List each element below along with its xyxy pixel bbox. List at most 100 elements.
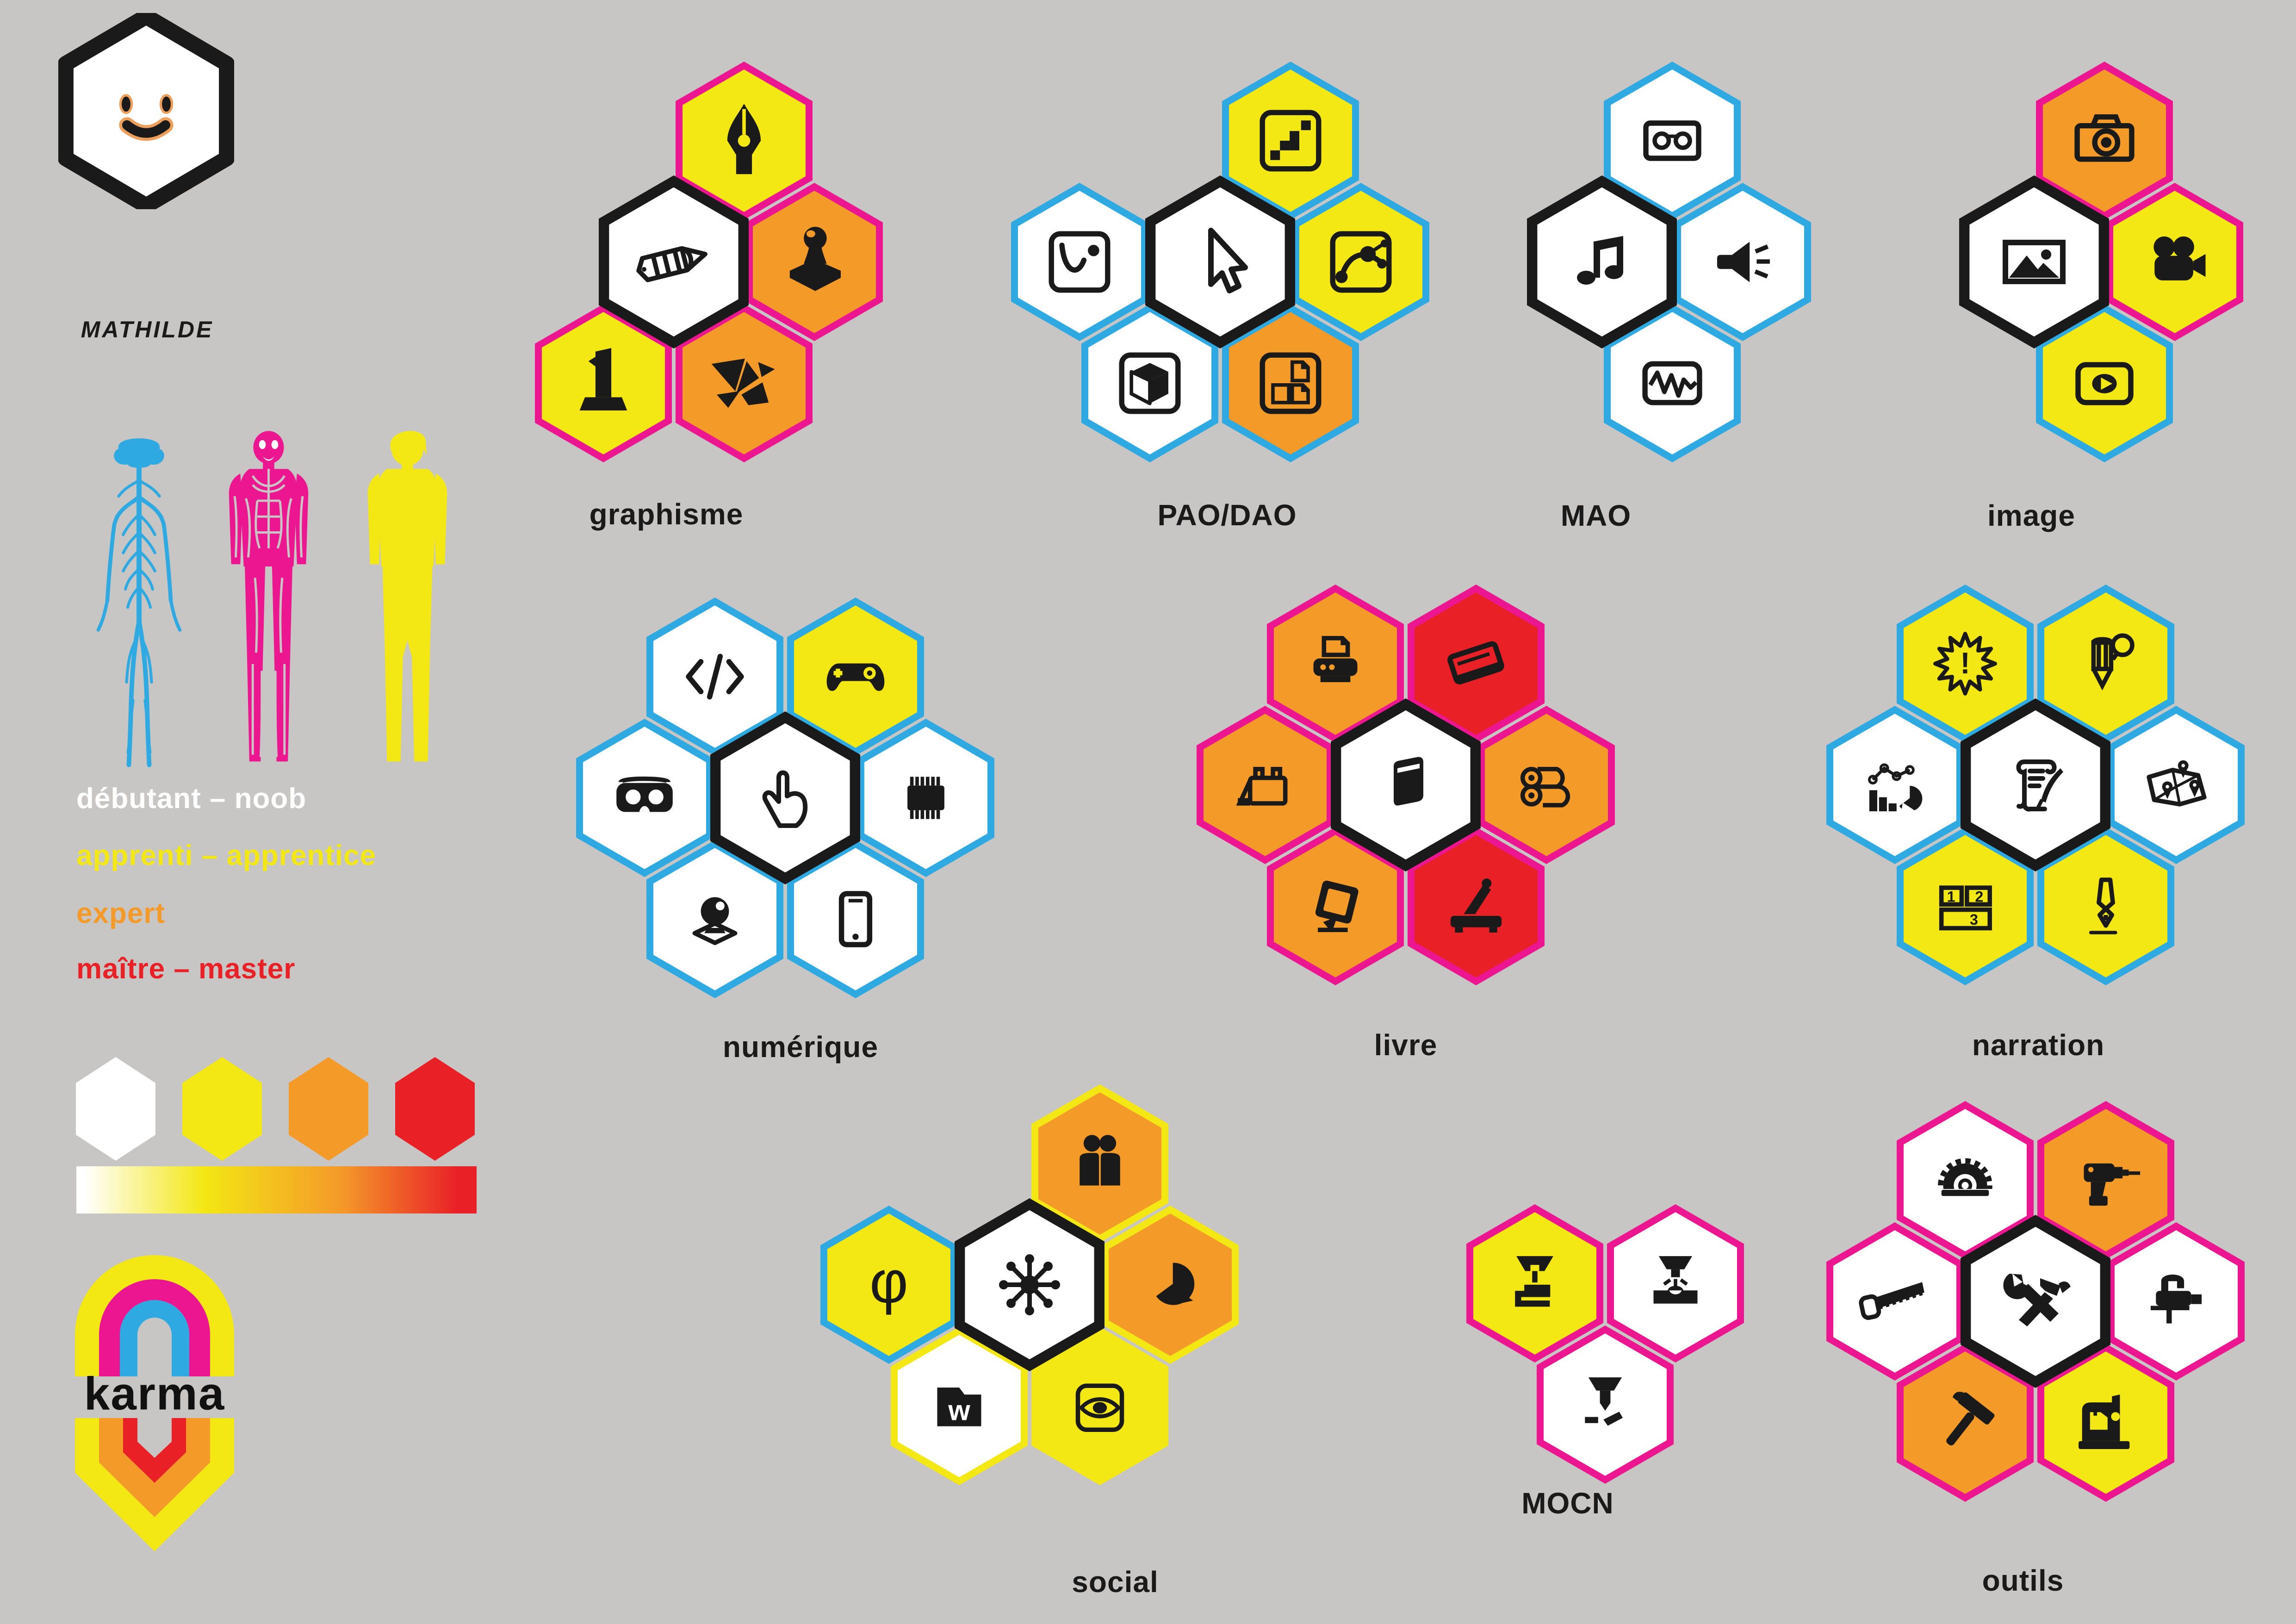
- letterpress-icon: [579, 348, 627, 411]
- level-gradient-bar: [76, 1166, 477, 1213]
- hex-fill: [1038, 1092, 1162, 1235]
- cluster-label-image: image: [1987, 499, 2075, 532]
- handsaw-icon: [1859, 1282, 1924, 1320]
- people-icon: [1080, 1135, 1120, 1186]
- muscular-system-figure: [229, 431, 309, 762]
- hammer-icon: [1946, 1392, 1995, 1446]
- hex-outils-jigsaw: [2108, 1222, 2245, 1381]
- cover-icon: [1447, 641, 1504, 684]
- hex-narration-map-pins: [2108, 706, 2245, 864]
- svg-text:1: 1: [1947, 889, 1955, 905]
- jigsaw-icon: [2150, 1275, 2202, 1324]
- hex-fill: [1229, 312, 1353, 454]
- avatar: [58, 13, 234, 209]
- hex-image-movie-camera: [2106, 183, 2243, 341]
- cluster-label-outils: outils: [1982, 1564, 2064, 1597]
- map-pins-icon: [2147, 760, 2207, 807]
- hex-numerique-code: [646, 597, 783, 756]
- movie-camera-icon: [2153, 236, 2206, 280]
- book-stand-icon: [1315, 880, 1359, 933]
- cluster-label-mocn: MOCN: [1521, 1487, 1614, 1520]
- hex-fill: [1473, 1212, 1597, 1355]
- cluster-label-pao-dao: PAO/DAO: [1157, 498, 1297, 532]
- logo-chevron-yellow: [75, 1418, 234, 1551]
- cluster-label-livre: livre: [1374, 1028, 1438, 1062]
- hex-narration-charts: [1826, 706, 1963, 864]
- logo-arc-yellow: [75, 1255, 234, 1376]
- logo-chevron-red: [123, 1418, 186, 1483]
- microchip-icon: [907, 777, 944, 819]
- pencil-icon: [636, 246, 707, 282]
- hex-fill: [827, 1213, 951, 1356]
- origami-icon: [711, 358, 775, 408]
- charts-icon: [1868, 763, 1923, 814]
- smiley-face: [119, 94, 174, 141]
- bounce-curve-icon: [1049, 231, 1111, 293]
- karma-logo: [75, 1255, 234, 1551]
- documents-icon: [1260, 352, 1322, 414]
- cursor-icon: [1208, 228, 1248, 293]
- legend-hex-3: [289, 1057, 368, 1161]
- cluster-label-narration: narration: [1972, 1028, 2105, 1062]
- legend-level-noob: débutant – noob: [76, 783, 307, 815]
- laser-cutter-icon: [1653, 1256, 1698, 1304]
- legend-hex-4: [395, 1057, 475, 1161]
- cluster-label-mao: MAO: [1560, 499, 1632, 532]
- circular-saw-icon: [1931, 1158, 1999, 1214]
- hex-image-picture: [1959, 175, 2109, 348]
- cnc-mill-icon: [1585, 1377, 1623, 1426]
- svg-text:3: 3: [1970, 911, 1978, 928]
- legend-hex-1: [76, 1057, 155, 1161]
- hex-numerique-vr-headset: [576, 719, 713, 877]
- hex-numerique-touch-hand: [710, 711, 860, 884]
- cluster-label-numerique: numérique: [722, 1030, 879, 1064]
- printer-3d-icon: [1515, 1256, 1553, 1307]
- logo-arc-blue: [120, 1300, 189, 1376]
- book-icon: [1394, 757, 1423, 806]
- video-play-icon: [2075, 362, 2134, 405]
- music-notes-icon: [1577, 236, 1623, 285]
- code-icon: [686, 653, 744, 700]
- nervous-system-figure: [96, 438, 182, 767]
- svg-text:w: w: [948, 1394, 970, 1426]
- eye-icon: [1075, 1383, 1124, 1432]
- logo-chevron-orange: [99, 1418, 210, 1517]
- scroll-quill-icon: [2016, 759, 2063, 812]
- touch-hand-icon: [762, 770, 808, 828]
- cluster-label-social: social: [1072, 1565, 1159, 1599]
- hex-graphisme-stamp: [746, 183, 883, 341]
- bezier-curve-icon: [1330, 231, 1392, 293]
- profile-name: MATHILDE: [81, 317, 214, 342]
- legend-level-apprentice: apprenti – apprentice: [76, 840, 377, 871]
- logo-text: karma: [84, 1368, 225, 1420]
- drill-icon: [2084, 1163, 2141, 1206]
- paper-cutter-icon: [1450, 878, 1502, 933]
- flip-calendar-icon: [1236, 767, 1288, 806]
- svg-text:2: 2: [1975, 889, 1983, 905]
- svg-text:!: !: [1960, 647, 1970, 680]
- hex-social-phi: φ: [820, 1206, 957, 1364]
- w-folder-icon: w: [937, 1388, 981, 1426]
- vr-headset-icon: [616, 776, 673, 812]
- svg-text:φ: φ: [869, 1249, 908, 1315]
- pie-chart-icon: [1156, 1263, 1195, 1305]
- hex-graphisme-origami: [676, 304, 813, 462]
- hex-narration-scroll-quill: [1961, 698, 2110, 871]
- cluster-label-graphisme: graphisme: [589, 498, 744, 531]
- pen-nib-icon: [727, 104, 761, 174]
- phi-icon: φ: [869, 1249, 908, 1315]
- hex-fill: [2044, 1351, 2168, 1494]
- hex-fill: [1108, 1213, 1232, 1356]
- cube-3d-icon: [1119, 352, 1181, 414]
- logo-arc-pink: [99, 1279, 210, 1376]
- cassette-icon: [1643, 120, 1701, 161]
- burst-icon: !: [1933, 632, 1997, 696]
- legend-hex-2: [182, 1057, 262, 1161]
- waveform-icon: [1642, 361, 1702, 405]
- pencil-bubble-icon: [2091, 633, 2135, 691]
- stamp-icon: [789, 227, 841, 291]
- wrench-hammer-icon: [2003, 1274, 2071, 1326]
- body-silhouette-figure: [367, 431, 447, 762]
- hex-outils-hammer: [1897, 1344, 2034, 1502]
